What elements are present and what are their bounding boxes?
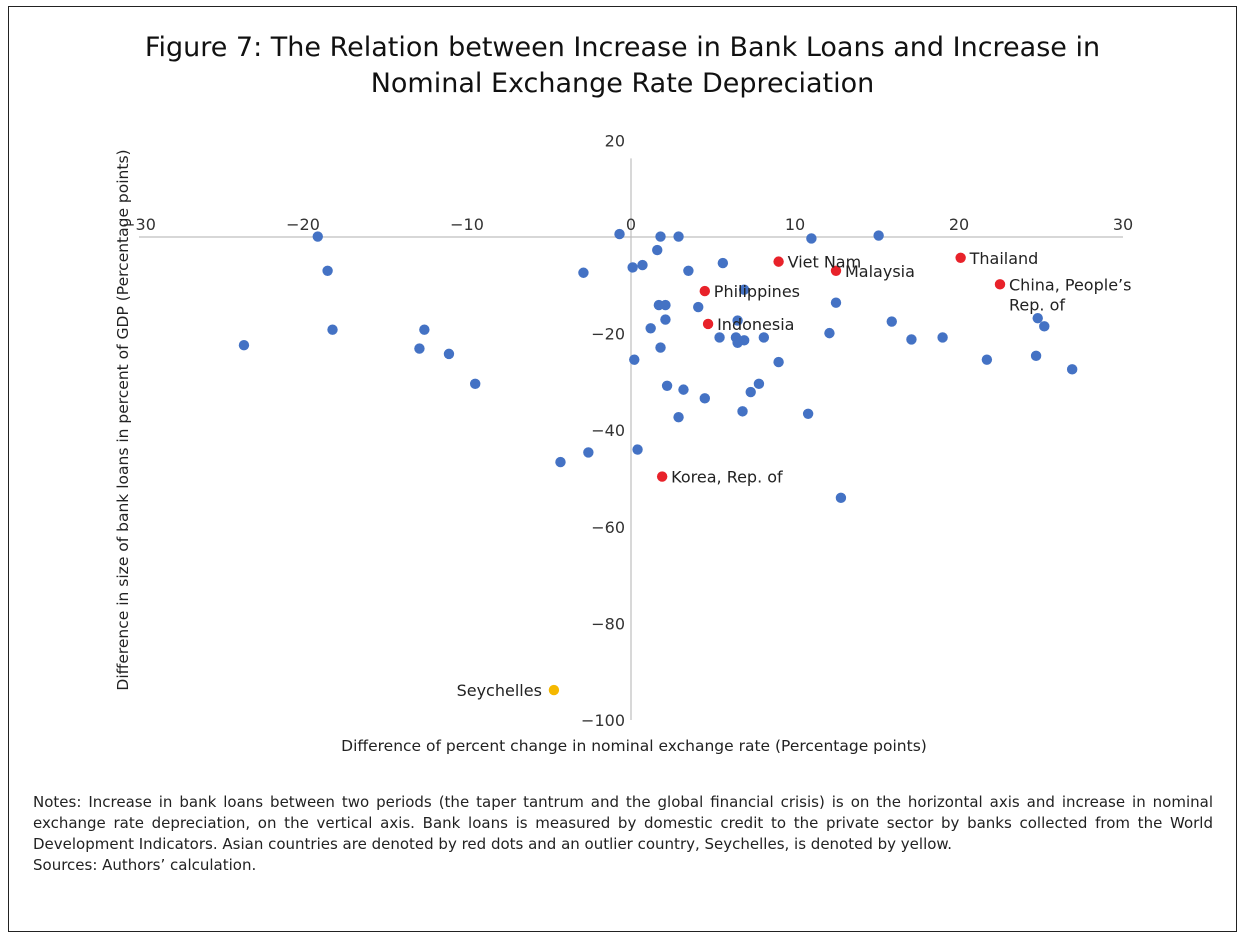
asian-point [657,471,667,481]
other-point [873,230,883,240]
other-point [746,387,756,397]
point-label: Korea, Rep. of [671,468,783,487]
point-label: Indonesia [717,315,794,334]
data-points [239,229,1078,695]
other-point [645,323,655,333]
other-point [555,457,565,467]
sources-text: Sources: Authors’ calculation. [33,855,1213,876]
other-point [444,349,454,359]
other-point [754,379,764,389]
other-point [662,381,672,391]
other-point [629,354,639,364]
point-label: Seychelles [457,681,542,700]
y-tick-label: −20 [591,325,625,344]
other-point [1033,313,1043,323]
y-tick-label: −100 [581,711,625,730]
x-tick-label: 10 [785,215,805,234]
asian-point [773,256,783,266]
x-tick-labels: −30 −20 −10 0 10 20 30 [122,215,1133,234]
other-point [739,335,749,345]
other-point [660,314,670,324]
other-point [313,231,323,241]
y-tick-label: −60 [591,518,625,537]
other-point [836,493,846,503]
other-point [737,406,747,416]
other-point [673,231,683,241]
y-tick-labels: 20 −20 −40 −60 −80 −100 [581,131,625,730]
point-label: Thailand [969,249,1039,268]
asian-point [995,279,1005,289]
point-label: China, People’s Rep. of [1009,275,1131,314]
other-point [627,262,637,272]
other-point [419,325,429,335]
other-point [824,328,834,338]
other-point [322,266,332,276]
point-label: Malaysia [845,262,915,281]
other-point [614,229,624,239]
other-point [693,302,703,312]
y-tick-label: 20 [605,131,625,150]
other-point [583,447,593,457]
other-point [1039,321,1049,331]
other-point [632,444,642,454]
notes-block: Notes: Increase in bank loans between tw… [33,792,1213,876]
point-label: Philippines [714,282,800,301]
other-point [239,340,249,350]
other-point [414,343,424,353]
other-point [803,409,813,419]
other-point [831,297,841,307]
y-tick-label: −80 [591,614,625,633]
other-point [652,245,662,255]
x-axis-label: Difference of percent change in nominal … [341,737,927,755]
other-point [327,325,337,335]
other-point [1031,351,1041,361]
other-point [673,412,683,422]
notes-text: Notes: Increase in bank loans between tw… [33,792,1213,855]
other-point [683,266,693,276]
other-point [937,332,947,342]
x-tick-label: −20 [286,215,320,234]
asian-point [955,253,965,263]
other-point [773,357,783,367]
other-point [655,342,665,352]
x-tick-label: 30 [1113,215,1133,234]
y-axis-label: Difference in size of bank loans in perc… [114,149,132,690]
asian-point [703,319,713,329]
other-point [637,260,647,270]
other-point [660,300,670,310]
x-tick-label: 20 [949,215,969,234]
other-point [806,233,816,243]
other-point [718,258,728,268]
other-point [982,354,992,364]
x-tick-label: 0 [626,215,636,234]
other-point [700,393,710,403]
x-tick-label: −10 [450,215,484,234]
outlier-point [549,685,559,695]
other-point [470,379,480,389]
other-point [655,231,665,241]
asian-point [700,286,710,296]
other-point [578,268,588,278]
other-point [678,384,688,394]
other-point [887,316,897,326]
other-point [906,334,916,344]
y-tick-label: −40 [591,421,625,440]
other-point [1067,364,1077,374]
